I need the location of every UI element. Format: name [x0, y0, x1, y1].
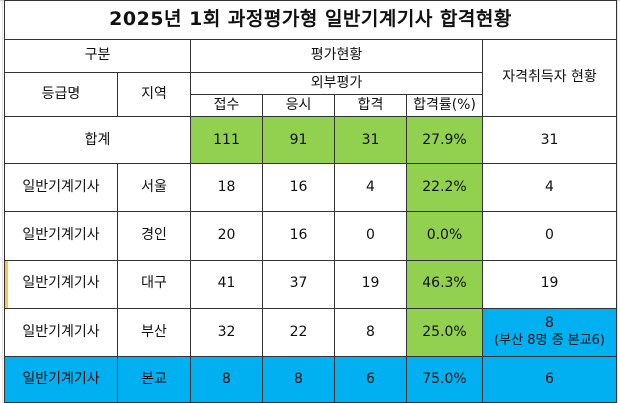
row-took[interactable]: 8	[262, 355, 335, 403]
row-pass-rate[interactable]: 46.3%	[406, 259, 483, 309]
row-took[interactable]: 16	[262, 211, 335, 261]
page-title[interactable]: 2025년 1회 과정평가형 일반기계기사 합격현황	[3, 0, 618, 41]
pass-status-table: 2025년 1회 과정평가형 일반기계기사 합격현황 구분 평가현황 자격취득자…	[3, 0, 618, 403]
row-took[interactable]: 16	[262, 163, 335, 213]
row-passed[interactable]: 19	[334, 259, 407, 309]
header-group[interactable]: 구분	[4, 39, 191, 74]
table-row: 일반기계기사 경인 20 16 0 0.0% 0	[4, 211, 618, 261]
row-passed[interactable]: 8	[334, 307, 407, 357]
row-certified[interactable]: 4	[481, 163, 618, 213]
table-row: 일반기계기사 서울 18 16 4 22.2% 4	[4, 163, 618, 213]
row-pass-rate[interactable]: 75.0%	[406, 355, 483, 403]
row-passed[interactable]: 0	[334, 211, 407, 261]
row-region[interactable]: 대구	[117, 259, 191, 309]
sheet-gridline	[617, 0, 618, 403]
header-certified[interactable]: 자격취득자 현황	[481, 39, 618, 118]
row-pass-rate[interactable]: 25.0%	[406, 307, 483, 357]
row-grade[interactable]: 일반기계기사	[4, 307, 118, 357]
row-pass-rate[interactable]: 0.0%	[406, 211, 483, 261]
row-applied[interactable]: 18	[190, 163, 263, 213]
row-applied[interactable]: 8	[190, 355, 263, 403]
table-row-highlight: 일반기계기사 본교 8 8 6 75.0% 6	[4, 355, 618, 403]
row-certified[interactable]: 19	[481, 259, 618, 309]
row-passed[interactable]: 6	[334, 355, 407, 403]
row-region[interactable]: 부산	[117, 307, 191, 357]
total-applied[interactable]: 111	[190, 116, 263, 165]
table-row: 일반기계기사 부산 32 22 8 25.0% 8 (부산 8명 중 본교6)	[4, 307, 618, 357]
row-applied[interactable]: 20	[190, 211, 263, 261]
header-region[interactable]: 지역	[117, 72, 191, 118]
row-applied[interactable]: 32	[190, 307, 263, 357]
row-certified[interactable]: 0	[481, 211, 618, 261]
total-took[interactable]: 91	[262, 116, 335, 165]
header-took[interactable]: 응시	[262, 94, 335, 118]
row-applied[interactable]: 41	[190, 259, 263, 309]
header-evaluation[interactable]: 평가현황	[190, 39, 483, 74]
header-applied[interactable]: 접수	[190, 94, 263, 118]
table-row-total: 합계 111 91 31 27.9% 31	[4, 116, 618, 165]
row-grade[interactable]: 일반기계기사	[4, 211, 118, 261]
certified-note: (부산 8명 중 본교6)	[494, 332, 605, 348]
row-pass-rate[interactable]: 22.2%	[406, 163, 483, 213]
table-row: 일반기계기사 대구 41 37 19 46.3% 19	[4, 259, 618, 309]
row-certified[interactable]: 6	[481, 355, 618, 403]
header-grade[interactable]: 등급명	[4, 72, 118, 118]
row-region[interactable]: 본교	[117, 355, 191, 403]
row-passed[interactable]: 4	[334, 163, 407, 213]
total-certified[interactable]: 31	[481, 116, 618, 165]
header-pass-rate[interactable]: 합격률(%)	[406, 94, 483, 118]
header-external[interactable]: 외부평가	[190, 72, 483, 96]
row-certified[interactable]: 8 (부산 8명 중 본교6)	[481, 307, 618, 357]
certified-count: 8	[545, 315, 554, 332]
row-region[interactable]: 경인	[117, 211, 191, 261]
row-took[interactable]: 22	[262, 307, 335, 357]
row-took[interactable]: 37	[262, 259, 335, 309]
total-label[interactable]: 합계	[4, 116, 191, 165]
row-grade[interactable]: 일반기계기사	[4, 355, 118, 403]
total-passed[interactable]: 31	[334, 116, 407, 165]
row-region[interactable]: 서울	[117, 163, 191, 213]
total-pass-rate[interactable]: 27.9%	[406, 116, 483, 165]
row-grade[interactable]: 일반기계기사	[4, 163, 118, 213]
header-passed[interactable]: 합격	[334, 94, 407, 118]
sheet-gridline	[2, 0, 3, 403]
row-grade[interactable]: 일반기계기사	[4, 259, 118, 309]
